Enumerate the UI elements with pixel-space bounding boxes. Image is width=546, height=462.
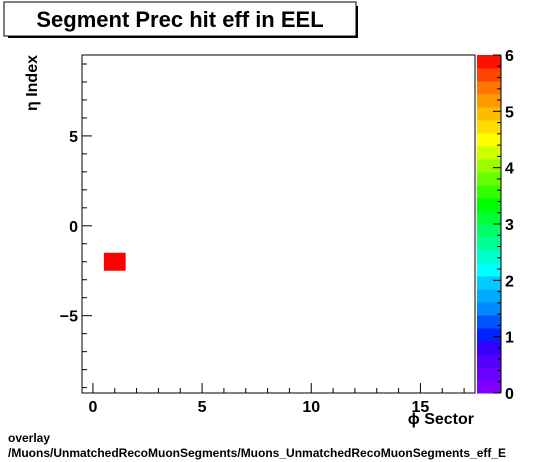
color-scale-axis: 0 1 2 3 4 5 6	[493, 48, 514, 403]
color-scale-tick-label: 1	[505, 330, 514, 347]
color-scale-tick-label: 0	[505, 386, 514, 403]
heatmap-cell	[103, 252, 126, 271]
x-tick-label: 15	[412, 399, 430, 416]
color-scale-segment	[477, 354, 501, 368]
color-scale-bar	[477, 55, 501, 394]
color-scale-segment	[477, 276, 501, 290]
color-scale-segment	[477, 263, 501, 277]
color-scale-segment	[477, 315, 501, 329]
color-scale-tick-label: 2	[505, 273, 514, 290]
color-scale-segment	[477, 107, 501, 121]
y-axis-label: η Index	[24, 55, 41, 111]
color-scale-tick-label: 5	[505, 104, 514, 121]
color-scale-segment	[477, 81, 501, 95]
color-scale-segment	[477, 250, 501, 264]
plot-frame	[81, 54, 476, 394]
color-scale-segment	[477, 328, 501, 342]
color-scale-segment	[477, 198, 501, 212]
footer-overlay-label: overlay	[8, 431, 51, 445]
color-scale-segment	[477, 302, 501, 316]
color-scale-segment	[477, 237, 501, 251]
x-tick-label: 10	[302, 399, 320, 416]
color-scale-segment	[477, 120, 501, 134]
color-scale-segment	[477, 367, 501, 381]
color-scale-segment	[477, 380, 501, 394]
y-tick-label: −5	[60, 309, 78, 326]
color-scale-segment	[477, 172, 501, 186]
y-axis: −5 0 5	[60, 63, 92, 389]
color-scale-segment	[477, 211, 501, 225]
color-scale-segment	[477, 94, 501, 108]
color-scale-segment	[477, 341, 501, 355]
color-scale-segment	[477, 289, 501, 303]
color-scale-segment	[477, 146, 501, 160]
color-scale-segment	[477, 133, 501, 147]
color-scale-segment	[477, 159, 501, 173]
color-scale-segment	[477, 224, 501, 238]
x-tick-label: 0	[88, 399, 97, 416]
color-scale-segment	[477, 68, 501, 82]
color-scale-segment	[477, 185, 501, 199]
color-scale-tick-label: 4	[505, 161, 514, 178]
color-scale-tick-label: 3	[505, 217, 514, 234]
y-tick-label: 0	[69, 219, 78, 236]
x-axis: 0 5 10 15	[88, 383, 465, 416]
x-axis-label: ϕ Sector	[408, 411, 474, 428]
title-box: Segment Prec hit eff in EEL	[3, 1, 358, 38]
x-tick-label: 5	[198, 399, 207, 416]
chart-title: Segment Prec hit eff in EEL	[36, 7, 323, 32]
footer-histogram-path: /Muons/UnmatchedRecoMuonSegments/Muons_U…	[8, 446, 507, 460]
heatmap-cells	[103, 252, 126, 271]
color-scale-tick-label: 6	[505, 48, 514, 65]
y-tick-label: 5	[69, 129, 78, 146]
color-scale-segment	[477, 55, 501, 69]
